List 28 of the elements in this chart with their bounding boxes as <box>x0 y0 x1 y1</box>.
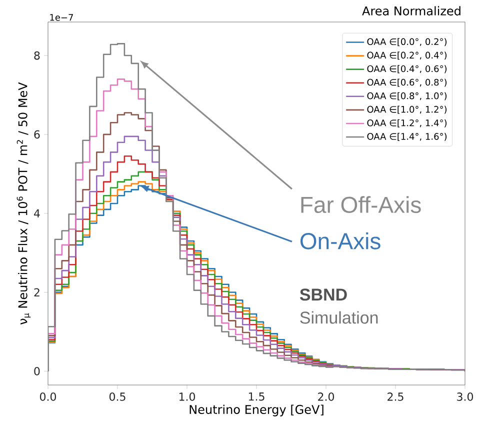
legend-label: OAA ∈[0.4°, 0.6°) <box>367 65 447 74</box>
legend-label: OAA ∈[1.2°, 1.4°) <box>367 119 447 128</box>
legend-label: OAA ∈[1.4°, 1.6°) <box>367 132 447 141</box>
y-tick-label: 8 <box>34 51 40 60</box>
y-tick-label: 4 <box>34 209 40 218</box>
x-tick-label: 0.5 <box>109 392 126 401</box>
x-tick-label: 2.0 <box>318 392 334 401</box>
y-tick-label: 2 <box>34 288 40 296</box>
x-tick-label: 1.0 <box>179 392 196 401</box>
x-tick-label: 0.0 <box>40 392 56 401</box>
legend-label: OAA ∈[1.0°, 1.2°) <box>367 106 447 114</box>
text: 1e−7 <box>50 14 73 21</box>
annotation: Far Off-Axis <box>301 196 421 214</box>
y-tick-label: 0 <box>34 367 40 376</box>
y-axis-title: ν$_{μ}$ Neutrino Flux / 10$^{6}$ POT / m$^{2}$ / 50 MeV <box>16 82 31 324</box>
x-axis-title: Neutrino Energy [GeV] <box>190 404 324 416</box>
annotation: Simulation <box>300 311 378 324</box>
x-tick-label: 2.5 <box>388 392 404 401</box>
x-tick-label: 3.0 <box>457 392 474 401</box>
annotation: On-Axis <box>300 232 380 250</box>
x-tick-label: 1.5 <box>248 392 264 401</box>
legend-label: OAA ∈[0.8°, 1.0°) <box>367 92 447 100</box>
legend-label: OAA ∈[0.0°, 0.2°) <box>367 38 447 46</box>
annotation: SBND <box>300 288 347 301</box>
y-tick-label: 6 <box>34 130 40 139</box>
legend-label: OAA ∈[0.2°, 0.4°) <box>367 52 447 60</box>
chart-title: Area Normalized <box>362 6 460 16</box>
legend-label: OAA ∈[0.6°, 0.8°) <box>367 78 447 87</box>
